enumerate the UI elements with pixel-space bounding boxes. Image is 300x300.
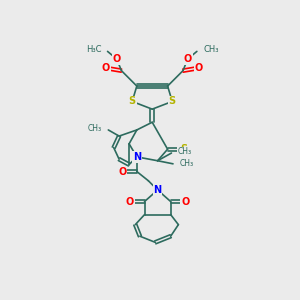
Text: N: N: [133, 152, 141, 162]
Text: O: O: [118, 167, 126, 176]
Text: N: N: [154, 185, 162, 195]
Text: CH₃: CH₃: [178, 147, 192, 156]
Text: H₃C: H₃C: [86, 45, 101, 54]
Text: S: S: [129, 96, 136, 106]
Text: S: S: [169, 96, 176, 106]
Text: CH₃: CH₃: [179, 159, 193, 168]
Text: O: O: [181, 196, 189, 206]
Text: O: O: [194, 63, 202, 73]
Text: CH₃: CH₃: [203, 45, 218, 54]
Text: O: O: [102, 63, 110, 73]
Text: CH₃: CH₃: [88, 124, 102, 133]
Text: S: S: [180, 144, 187, 154]
Text: O: O: [184, 54, 192, 64]
Text: O: O: [126, 196, 134, 206]
Text: O: O: [113, 54, 121, 64]
